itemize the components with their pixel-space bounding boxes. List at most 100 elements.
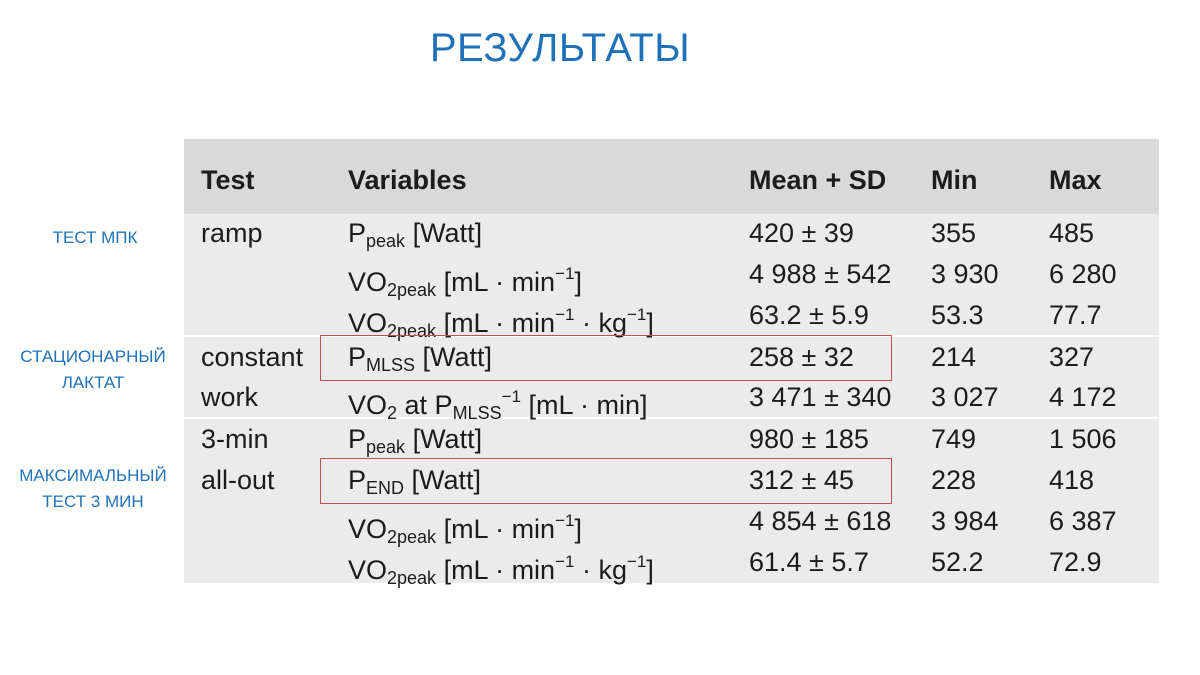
side-label-line: ЛАКТАТ — [61, 373, 125, 392]
side-label-line: СТАЦИОНАРНЫЙ — [20, 347, 166, 366]
variable-subscript: peak — [366, 231, 406, 251]
variable-text: VO — [348, 555, 388, 585]
mean-sd-cell: 4 854 ± 618 — [749, 506, 892, 536]
max-cell: 485 — [1049, 218, 1095, 248]
variable-cell: VO2 at PMLSS−1 [mL · min] — [348, 381, 648, 429]
variable-cell: VO2peak [mL · min−1 · kg−1] — [348, 546, 654, 594]
min-cell: 228 — [931, 465, 977, 495]
side-label-line: ТЕСТ МПК — [52, 228, 138, 247]
max-cell: 327 — [1049, 342, 1095, 372]
variable-superscript: −1 — [626, 552, 647, 571]
mean-sd-cell: 312 ± 45 — [749, 465, 854, 495]
min-cell: 53.3 — [931, 300, 984, 330]
mean-sd-cell: 3 471 ± 340 — [749, 382, 892, 412]
variable-text: ] — [574, 514, 582, 544]
variable-text: ] — [574, 267, 582, 297]
variable-text: P — [348, 342, 367, 372]
variable-superscript: −1 — [501, 387, 521, 406]
variable-subscript: MLSS — [366, 355, 416, 375]
mean-sd-cell: 61.4 ± 5.7 — [749, 547, 869, 577]
variable-text: P — [348, 465, 367, 495]
variable-cell: VO2peak [mL · min−1] — [348, 258, 582, 306]
variable-superscript: −1 — [555, 305, 575, 324]
min-cell: 3 930 — [931, 259, 999, 289]
variable-subscript: END — [366, 478, 405, 498]
variable-cell: PMLSS [Watt] — [348, 341, 492, 381]
variable-subscript: 2 — [387, 403, 398, 423]
variable-cell: Ppeak [Watt] — [348, 423, 482, 463]
test-name-cell: ramp — [201, 218, 263, 248]
max-cell: 72.9 — [1049, 547, 1102, 577]
variable-text: [Watt] — [415, 342, 493, 372]
min-cell: 52.2 — [931, 547, 984, 577]
results-table: Test Variables Mean + SD Min Max ramp Ppe… — [184, 139, 1159, 588]
test-name-cell: work — [201, 382, 259, 412]
variable-text: VO — [348, 308, 388, 338]
variable-cell: Ppeak [Watt] — [348, 217, 482, 257]
variable-cell: PEND [Watt] — [348, 464, 481, 504]
variable-subscript: MLSS — [452, 403, 502, 423]
max-cell: 6 387 — [1049, 506, 1117, 536]
variable-subscript: 2peak — [387, 280, 437, 300]
header-min: Min — [931, 165, 978, 195]
variable-text: [Watt] — [405, 424, 483, 454]
side-label-steady-lactate: СТАЦИОНАРНЫЙ ЛАКТАТ — [0, 344, 186, 396]
min-cell: 749 — [931, 424, 977, 454]
side-label-max-test-3min: МАКСИМАЛЬНЫЙ ТЕСТ 3 МИН — [0, 463, 186, 515]
table-header: Test Variables Mean + SD Min Max — [184, 139, 1159, 214]
max-cell: 1 506 — [1049, 424, 1117, 454]
variable-text: ] — [646, 555, 654, 585]
variable-text: · kg — [574, 308, 627, 338]
variable-text: VO — [348, 514, 388, 544]
side-label-line: МАКСИМАЛЬНЫЙ — [19, 466, 167, 485]
test-name-cell: constant — [201, 342, 304, 372]
mean-sd-cell: 258 ± 32 — [749, 342, 854, 372]
variable-text: at P — [397, 390, 453, 420]
mean-sd-cell: 420 ± 39 — [749, 218, 854, 248]
variable-text: [mL · min — [436, 308, 556, 338]
mean-sd-cell: 980 ± 185 — [749, 424, 869, 454]
variable-text: [Watt] — [405, 218, 483, 248]
variable-text: [Watt] — [404, 465, 482, 495]
group-divider — [184, 335, 1159, 337]
variable-superscript: −1 — [555, 511, 575, 530]
variable-cell: VO2peak [mL · min−1] — [348, 505, 582, 553]
page-title: РЕЗУЛЬТАТЫ — [429, 26, 691, 70]
header-variables: Variables — [348, 165, 467, 195]
variable-superscript: −1 — [555, 552, 575, 571]
header-test: Test — [201, 165, 255, 195]
variable-text: P — [348, 218, 367, 248]
variable-subscript: 2peak — [387, 568, 437, 588]
side-label-vo2max-test: ТЕСТ МПК — [30, 225, 160, 251]
variable-text: VO — [348, 267, 388, 297]
mean-sd-cell: 4 988 ± 542 — [749, 259, 892, 289]
variable-subscript: 2peak — [387, 321, 437, 341]
group-divider — [184, 417, 1159, 419]
header-max: Max — [1049, 165, 1102, 195]
variable-text: ] — [640, 390, 648, 420]
min-cell: 214 — [931, 342, 977, 372]
highlight-box — [320, 458, 892, 504]
test-name-cell: all-out — [201, 465, 275, 495]
variable-text: [mL · min — [520, 390, 640, 420]
variable-superscript: −1 — [626, 305, 647, 324]
max-cell: 418 — [1049, 465, 1095, 495]
min-cell: 355 — [931, 218, 977, 248]
variable-subscript: 2peak — [387, 527, 437, 547]
variable-subscript: peak — [366, 437, 406, 457]
max-cell: 6 280 — [1049, 259, 1117, 289]
variable-text: [mL · min — [436, 514, 556, 544]
max-cell: 4 172 — [1049, 382, 1117, 412]
mean-sd-cell: 63.2 ± 5.9 — [749, 300, 869, 330]
test-name-cell: 3-min — [201, 424, 269, 454]
variable-text: [mL · min — [436, 267, 556, 297]
max-cell: 77.7 — [1049, 300, 1102, 330]
highlight-box — [320, 335, 892, 381]
variable-cell: VO2peak [mL · min−1 · kg−1] — [348, 299, 654, 347]
variable-text: · kg — [574, 555, 627, 585]
variable-text: [mL · min — [436, 555, 556, 585]
variable-text: P — [348, 424, 367, 454]
min-cell: 3 984 — [931, 506, 999, 536]
variable-text: ] — [646, 308, 654, 338]
side-label-line: ТЕСТ 3 МИН — [42, 492, 144, 511]
